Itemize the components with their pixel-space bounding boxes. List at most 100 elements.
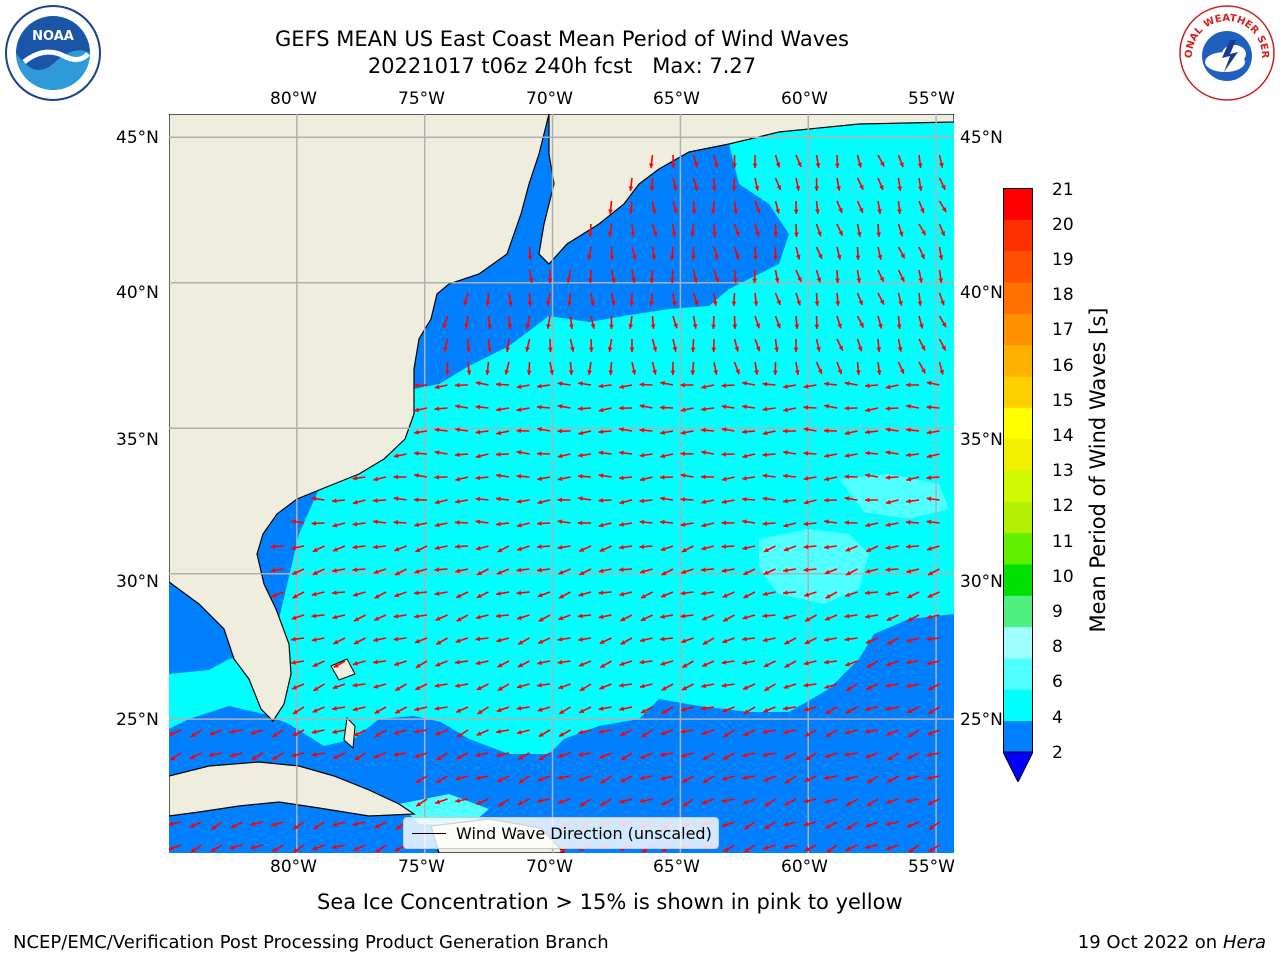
wave-direction-arrow xyxy=(824,775,838,780)
wave-direction-arrow xyxy=(536,404,551,410)
wave-direction-arrow xyxy=(865,683,879,691)
title-line-1: GEFS MEAN US East Coast Mean Period of W… xyxy=(275,27,849,51)
wave-direction-arrow xyxy=(855,361,861,376)
map-panel xyxy=(169,114,954,853)
wave-direction-arrow xyxy=(742,775,756,780)
wave-direction-arrow xyxy=(651,361,657,375)
footer-date-text: 19 Oct 2022 on xyxy=(1077,932,1223,953)
wave-direction-arrow xyxy=(856,200,864,214)
wave-direction-arrow xyxy=(639,404,653,409)
wave-direction-arrow xyxy=(639,452,653,458)
wave-direction-arrow xyxy=(577,473,592,479)
wave-direction-arrow xyxy=(906,752,920,760)
wave-direction-arrow xyxy=(815,154,821,168)
wave-direction-arrow xyxy=(824,614,838,621)
wave-direction-arrow xyxy=(620,637,633,645)
wave-direction-arrow xyxy=(905,427,920,433)
wave-direction-arrow xyxy=(721,383,735,388)
wave-direction-arrow xyxy=(567,292,572,307)
wave-direction-arrow xyxy=(784,798,797,806)
wave-direction-arrow xyxy=(640,752,653,759)
wave-direction-arrow xyxy=(189,821,202,828)
wave-direction-arrow xyxy=(905,452,920,458)
wave-direction-arrow xyxy=(721,568,735,573)
wave-direction-arrow xyxy=(763,821,776,830)
wave-direction-arrow xyxy=(763,706,776,713)
wave-direction-arrow xyxy=(795,177,801,191)
wave-direction-arrow xyxy=(856,315,865,328)
wave-direction-arrow xyxy=(824,683,838,689)
wave-direction-arrow xyxy=(864,590,879,596)
wave-direction-arrow xyxy=(774,315,781,329)
wave-direction-arrow xyxy=(169,729,182,736)
colorbar-segment xyxy=(1003,595,1033,628)
wave-direction-arrow xyxy=(702,752,715,761)
wave-direction-arrow xyxy=(394,545,407,552)
wave-direction-arrow xyxy=(928,821,940,831)
wave-direction-arrow xyxy=(578,452,592,458)
wave-direction-arrow xyxy=(690,361,696,376)
wave-direction-arrow xyxy=(856,223,862,237)
wave-direction-arrow xyxy=(824,798,838,804)
wave-direction-arrow xyxy=(639,798,653,804)
wave-direction-arrow xyxy=(353,729,366,737)
wave-direction-arrow xyxy=(680,473,694,478)
wave-direction-arrow xyxy=(516,450,530,455)
lat-left-label: 40°N xyxy=(116,283,159,303)
wave-direction-arrow xyxy=(537,637,551,645)
wave-direction-arrow xyxy=(434,683,448,688)
wave-direction-arrow xyxy=(897,177,903,191)
wave-direction-arrow xyxy=(897,154,904,168)
wave-direction-arrow xyxy=(537,567,551,573)
colorbar-tick: 15 xyxy=(1052,391,1074,411)
wave-direction-arrow xyxy=(475,453,489,459)
wave-direction-arrow xyxy=(701,545,715,551)
wave-direction-arrow xyxy=(865,706,879,712)
wave-direction-arrow xyxy=(373,568,387,575)
wave-direction-arrow xyxy=(609,315,614,330)
lon-bottom-label: 70°W xyxy=(526,857,573,877)
wave-direction-arrow xyxy=(906,404,920,409)
wave-direction-arrow xyxy=(783,683,797,689)
wave-direction-arrow xyxy=(692,177,699,191)
wave-direction-arrow xyxy=(721,659,735,665)
wave-direction-arrow xyxy=(762,406,776,412)
wave-direction-arrow xyxy=(639,498,653,504)
wave-direction-arrow xyxy=(537,591,551,598)
wave-direction-arrow xyxy=(835,292,841,307)
wave-direction-arrow xyxy=(823,381,838,387)
wave-direction-arrow xyxy=(692,269,698,283)
wave-direction-arrow xyxy=(723,844,735,853)
wave-direction-arrow xyxy=(599,752,612,759)
wave-direction-arrow xyxy=(311,591,325,597)
wave-direction-arrow xyxy=(598,473,612,479)
wave-direction-arrow xyxy=(477,706,489,715)
wave-direction-arrow xyxy=(918,269,924,283)
wave-direction-arrow xyxy=(557,659,571,665)
wave-direction-arrow xyxy=(733,200,739,214)
wave-direction-arrow xyxy=(753,246,758,261)
wave-direction-arrow xyxy=(906,637,920,643)
wave-direction-arrow xyxy=(352,475,366,481)
wave-direction-arrow xyxy=(557,381,571,387)
wave-direction-arrow xyxy=(577,613,592,619)
wave-direction-arrow xyxy=(926,429,940,435)
wave-direction-arrow xyxy=(466,361,472,376)
wave-period-map xyxy=(169,114,954,853)
wave-direction-arrow xyxy=(826,844,838,853)
colorbar-border xyxy=(1003,188,1033,753)
wave-direction-arrow xyxy=(374,706,387,715)
wave-direction-arrow xyxy=(333,660,346,669)
wave-direction-arrow xyxy=(844,729,858,735)
footer-machine: Hera xyxy=(1222,932,1266,953)
wave-direction-arrow xyxy=(754,338,761,352)
wave-direction-arrow xyxy=(516,705,530,711)
wave-direction-arrow xyxy=(516,567,530,573)
wave-direction-arrow xyxy=(784,752,797,760)
wave-direction-arrow xyxy=(742,614,756,620)
wave-direction-arrow xyxy=(414,706,428,712)
wave-direction-arrow xyxy=(641,729,653,738)
wave-direction-arrow xyxy=(824,752,838,759)
wave-direction-arrow xyxy=(579,683,592,692)
wave-direction-arrow xyxy=(640,591,653,599)
